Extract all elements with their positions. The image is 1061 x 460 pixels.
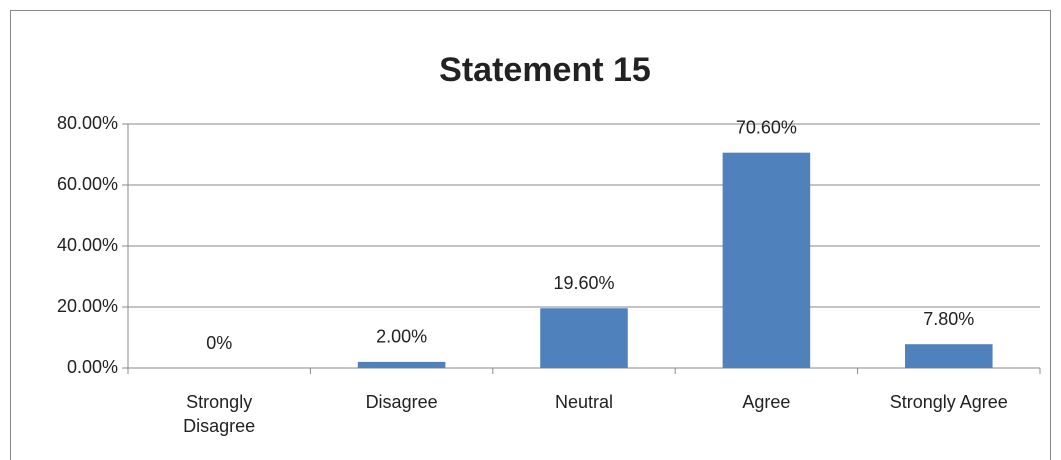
bar — [722, 152, 811, 368]
data-label: 7.80% — [923, 309, 974, 329]
x-tick-label: Strongly Agree — [889, 392, 1008, 412]
y-tick-label: 60.00% — [57, 174, 118, 194]
y-tick-label: 80.00% — [57, 113, 118, 133]
x-tick-label: Strongly Disagree — [183, 392, 256, 436]
bar — [357, 361, 446, 368]
chart-border — [10, 10, 1051, 460]
x-tick-label: Agree — [742, 392, 791, 412]
data-label: 2.00% — [376, 327, 427, 347]
data-label: 0% — [206, 333, 232, 353]
bar — [540, 308, 628, 368]
y-tick-label: 0.00% — [67, 357, 118, 377]
data-label: 19.60% — [553, 273, 614, 293]
y-tick-label: 20.00% — [57, 296, 118, 316]
x-tick-label: Neutral — [554, 392, 614, 412]
y-tick-label: 40.00% — [57, 235, 118, 255]
chart-title: Statement 15 — [439, 51, 651, 89]
x-tick-label: Disagree — [365, 392, 438, 412]
bar — [905, 344, 993, 368]
data-label: 70.60% — [736, 117, 797, 137]
